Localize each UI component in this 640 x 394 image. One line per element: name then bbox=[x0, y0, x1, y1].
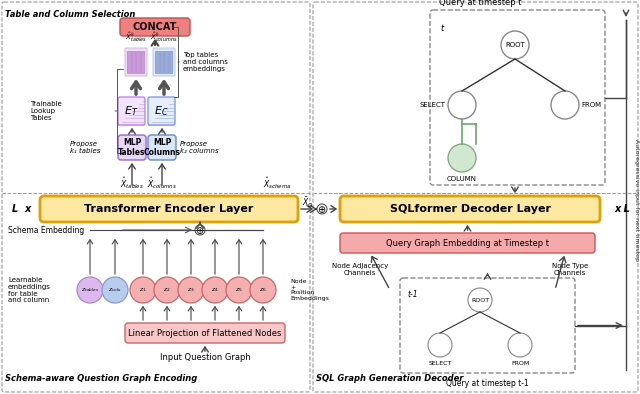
Text: $z_1$: $z_1$ bbox=[139, 286, 147, 294]
Text: Query at timestep t-1: Query at timestep t-1 bbox=[446, 379, 529, 388]
Text: Node
+
Position
Embeddings: Node + Position Embeddings bbox=[290, 279, 329, 301]
Circle shape bbox=[250, 277, 276, 303]
Text: Table and Column Selection: Table and Column Selection bbox=[5, 10, 136, 19]
Text: $\hat{X}^k_{tables}$: $\hat{X}^k_{tables}$ bbox=[125, 31, 147, 44]
Text: Linear Projection of Flattened Nodes: Linear Projection of Flattened Nodes bbox=[128, 329, 282, 338]
FancyBboxPatch shape bbox=[148, 97, 175, 125]
Text: $z_6$: $z_6$ bbox=[259, 286, 267, 294]
FancyBboxPatch shape bbox=[153, 48, 175, 76]
FancyBboxPatch shape bbox=[120, 18, 190, 36]
Text: $\hat{X}^k_{columns}$: $\hat{X}^k_{columns}$ bbox=[150, 31, 178, 44]
Circle shape bbox=[226, 277, 252, 303]
FancyBboxPatch shape bbox=[118, 135, 146, 160]
FancyBboxPatch shape bbox=[148, 135, 176, 160]
Text: $\oplus$: $\oplus$ bbox=[195, 225, 205, 236]
Text: MLP
Tables: MLP Tables bbox=[118, 138, 146, 157]
Circle shape bbox=[448, 144, 476, 172]
Text: ROOT: ROOT bbox=[505, 42, 525, 48]
Circle shape bbox=[428, 333, 452, 357]
Text: Trainable
Lookup
Tables: Trainable Lookup Tables bbox=[30, 101, 61, 121]
Text: FROM: FROM bbox=[581, 102, 601, 108]
Text: CONCAT: CONCAT bbox=[133, 22, 177, 32]
Bar bbox=[127, 51, 131, 73]
Bar bbox=[136, 51, 140, 73]
Circle shape bbox=[178, 277, 204, 303]
Text: x L: x L bbox=[614, 204, 630, 214]
Bar bbox=[168, 51, 172, 73]
FancyBboxPatch shape bbox=[125, 323, 285, 343]
Text: Schema Embedding: Schema Embedding bbox=[8, 225, 84, 234]
Text: Autoregressive input for next timestep: Autoregressive input for next timestep bbox=[634, 139, 639, 261]
Text: SELECT: SELECT bbox=[428, 361, 452, 366]
Bar bbox=[159, 51, 163, 73]
FancyBboxPatch shape bbox=[118, 97, 145, 125]
FancyBboxPatch shape bbox=[340, 196, 600, 222]
Text: $z_5$: $z_5$ bbox=[235, 286, 243, 294]
Text: t-1: t-1 bbox=[408, 290, 419, 299]
Circle shape bbox=[508, 333, 532, 357]
Text: $\bar{X}_Q$: $\bar{X}_Q$ bbox=[302, 196, 314, 210]
Circle shape bbox=[77, 277, 103, 303]
Text: Query at timestep t: Query at timestep t bbox=[439, 0, 521, 7]
Bar bbox=[131, 51, 135, 73]
Text: L  x: L x bbox=[12, 204, 31, 214]
Text: FROM: FROM bbox=[511, 361, 529, 366]
Text: MLP
Columns: MLP Columns bbox=[143, 138, 180, 157]
Circle shape bbox=[317, 204, 327, 214]
Text: SELECT: SELECT bbox=[420, 102, 446, 108]
Text: $z_3$: $z_3$ bbox=[187, 286, 195, 294]
Text: Propose
k₂ columns: Propose k₂ columns bbox=[180, 141, 219, 154]
Text: Propose
k₁ tables: Propose k₁ tables bbox=[70, 141, 100, 154]
Text: $z_4$: $z_4$ bbox=[211, 286, 219, 294]
Text: $z_{tables}$: $z_{tables}$ bbox=[81, 286, 99, 294]
Text: $z_{cols}$: $z_{cols}$ bbox=[108, 286, 122, 294]
Text: $\hat{X}_{schema}$: $\hat{X}_{schema}$ bbox=[263, 175, 291, 191]
Text: $E_T$: $E_T$ bbox=[124, 104, 139, 118]
Circle shape bbox=[154, 277, 180, 303]
Text: Input Question Graph: Input Question Graph bbox=[159, 353, 250, 362]
Circle shape bbox=[501, 31, 529, 59]
Text: Node Type
Channels: Node Type Channels bbox=[552, 263, 588, 276]
Circle shape bbox=[551, 91, 579, 119]
FancyBboxPatch shape bbox=[340, 233, 595, 253]
Text: Transformer Encoder Layer: Transformer Encoder Layer bbox=[84, 204, 253, 214]
Text: $\hat{X}_{tables}$: $\hat{X}_{tables}$ bbox=[120, 175, 144, 191]
Text: ROOT: ROOT bbox=[471, 297, 489, 303]
Text: Query Graph Embedding at Timestep t: Query Graph Embedding at Timestep t bbox=[386, 238, 549, 247]
Bar bbox=[164, 51, 168, 73]
Text: $z_2$: $z_2$ bbox=[163, 286, 171, 294]
Text: $\hat{X}_{columns}$: $\hat{X}_{columns}$ bbox=[147, 175, 177, 191]
Text: Schema-aware Question Graph Encoding: Schema-aware Question Graph Encoding bbox=[5, 374, 197, 383]
Circle shape bbox=[130, 277, 156, 303]
Text: $\oplus$: $\oplus$ bbox=[317, 203, 326, 214]
Text: $E_C$: $E_C$ bbox=[154, 104, 169, 118]
FancyBboxPatch shape bbox=[40, 196, 298, 222]
Text: Top tables
and columns
embeddings: Top tables and columns embeddings bbox=[183, 52, 228, 72]
Circle shape bbox=[468, 288, 492, 312]
Circle shape bbox=[195, 225, 205, 235]
Text: SQLformer Decoder Layer: SQLformer Decoder Layer bbox=[390, 204, 550, 214]
Text: t: t bbox=[440, 24, 444, 33]
Text: Node Adjacency
Channels: Node Adjacency Channels bbox=[332, 263, 388, 276]
Bar bbox=[155, 51, 159, 73]
Circle shape bbox=[202, 277, 228, 303]
Text: SQL Graph Generation Decoder: SQL Graph Generation Decoder bbox=[316, 374, 463, 383]
Circle shape bbox=[102, 277, 128, 303]
Circle shape bbox=[448, 91, 476, 119]
Bar bbox=[141, 51, 144, 73]
Text: Learnable
embeddings
for table
and column: Learnable embeddings for table and colum… bbox=[8, 277, 51, 303]
FancyBboxPatch shape bbox=[125, 48, 147, 76]
Text: COLUMN: COLUMN bbox=[447, 176, 477, 182]
